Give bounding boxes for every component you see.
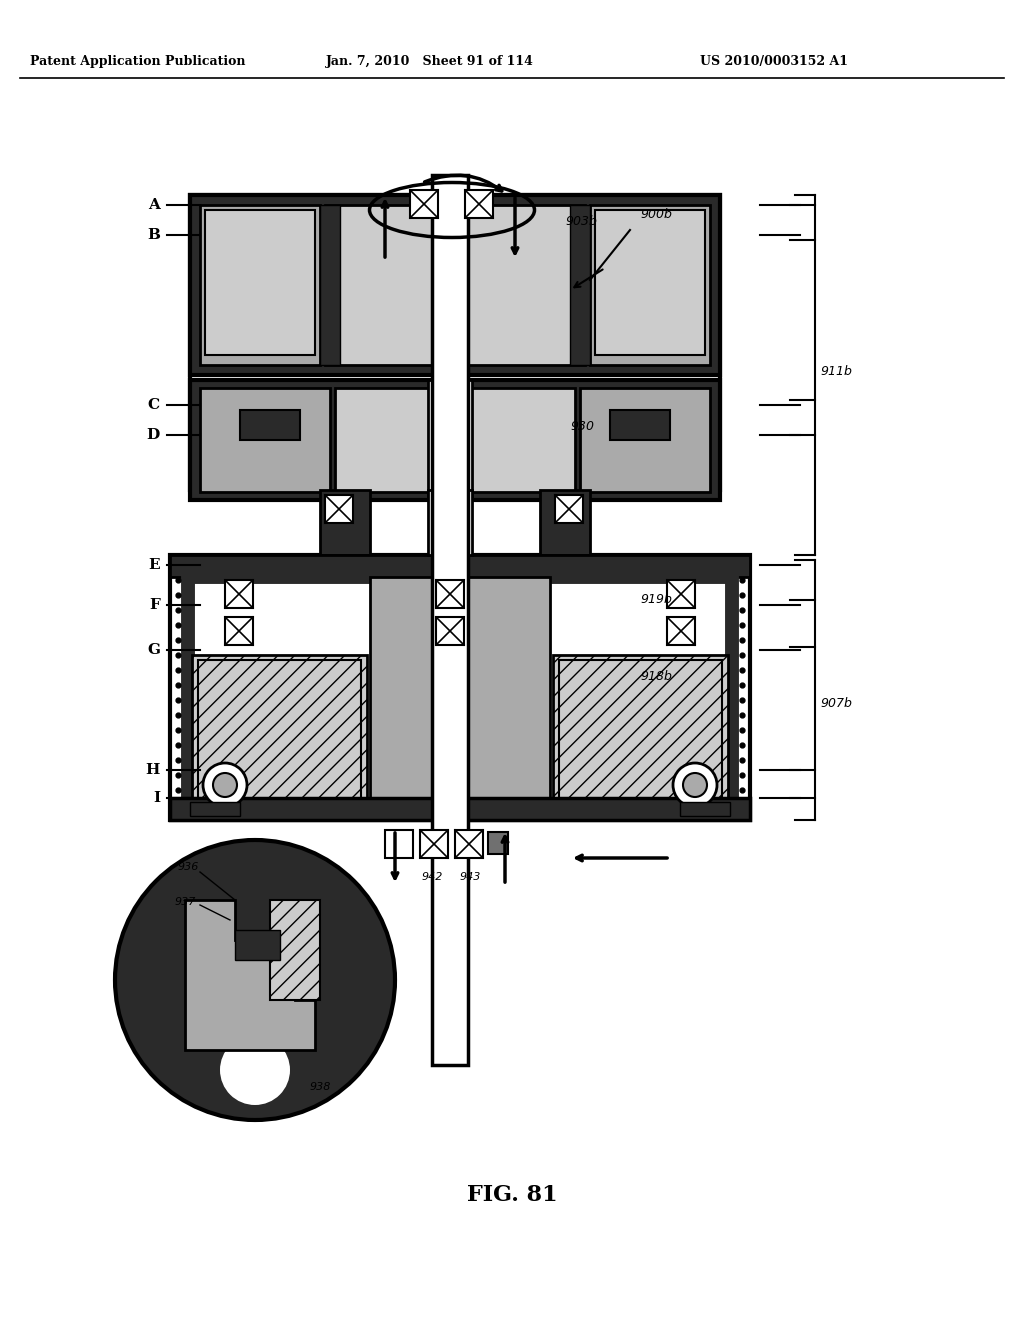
Bar [319, 205, 340, 366]
Circle shape [115, 840, 395, 1119]
Bar [570, 205, 590, 366]
Circle shape [220, 1035, 290, 1105]
Circle shape [683, 774, 707, 797]
Text: 930: 930 [570, 420, 594, 433]
Circle shape [673, 763, 717, 807]
Bar [170, 554, 750, 820]
Text: 937: 937 [175, 898, 197, 907]
Bar [410, 190, 438, 218]
Text: US 2010/0003152 A1: US 2010/0003152 A1 [700, 55, 848, 69]
Bar [198, 660, 361, 800]
Bar [188, 577, 732, 812]
Bar [370, 577, 550, 812]
Text: 942: 942 [422, 873, 443, 882]
Circle shape [213, 774, 237, 797]
Bar [667, 579, 695, 609]
Text: FIG. 81: FIG. 81 [467, 1184, 557, 1206]
Text: D: D [146, 428, 160, 442]
Text: 919b: 919b [640, 593, 672, 606]
Text: 936: 936 [178, 862, 200, 873]
Bar [455, 830, 483, 858]
Bar [325, 205, 585, 366]
Text: G: G [147, 643, 160, 657]
Text: 943: 943 [460, 873, 481, 882]
Bar [432, 176, 468, 1065]
Bar [428, 490, 472, 554]
Bar [465, 190, 493, 218]
Bar [170, 799, 750, 820]
Text: E: E [148, 558, 160, 572]
Bar [553, 655, 728, 805]
Bar [170, 554, 750, 577]
Text: H: H [145, 763, 160, 777]
Bar [325, 495, 353, 523]
Text: Jan. 7, 2010   Sheet 91 of 114: Jan. 7, 2010 Sheet 91 of 114 [326, 55, 534, 69]
Bar [385, 830, 413, 858]
Bar [234, 931, 280, 960]
Bar [200, 388, 330, 492]
Text: 938: 938 [310, 1082, 332, 1092]
Bar [205, 210, 315, 355]
Text: 903b: 903b [565, 215, 597, 228]
Text: F: F [150, 598, 160, 612]
Bar [610, 411, 670, 440]
Bar [580, 388, 710, 492]
Bar [319, 490, 370, 554]
Text: B: B [147, 228, 160, 242]
Bar [436, 579, 464, 609]
Bar [595, 210, 705, 355]
Text: 918b: 918b [640, 671, 672, 682]
Bar [190, 380, 720, 500]
Bar [420, 830, 449, 858]
Bar [190, 195, 720, 375]
Polygon shape [185, 900, 315, 1049]
Text: 907b: 907b [820, 697, 852, 710]
Bar [590, 205, 710, 366]
Bar [559, 660, 722, 800]
Bar [428, 380, 472, 500]
Bar [190, 803, 240, 816]
Text: 900b: 900b [640, 209, 672, 220]
Bar [555, 495, 583, 523]
Bar [190, 195, 720, 490]
Bar [540, 490, 590, 554]
Bar [335, 388, 575, 492]
Bar [667, 616, 695, 645]
Text: 911b: 911b [820, 366, 852, 378]
Bar [200, 205, 319, 366]
Text: A: A [148, 198, 160, 213]
Text: C: C [147, 399, 160, 412]
Bar [270, 900, 319, 1001]
Circle shape [203, 763, 247, 807]
Bar [680, 803, 730, 816]
Bar [193, 655, 367, 805]
Bar [240, 411, 300, 440]
Bar [488, 832, 508, 854]
Bar [225, 579, 253, 609]
Text: I: I [153, 791, 160, 805]
Text: Patent Application Publication: Patent Application Publication [30, 55, 246, 69]
Bar [225, 616, 253, 645]
Bar [436, 616, 464, 645]
